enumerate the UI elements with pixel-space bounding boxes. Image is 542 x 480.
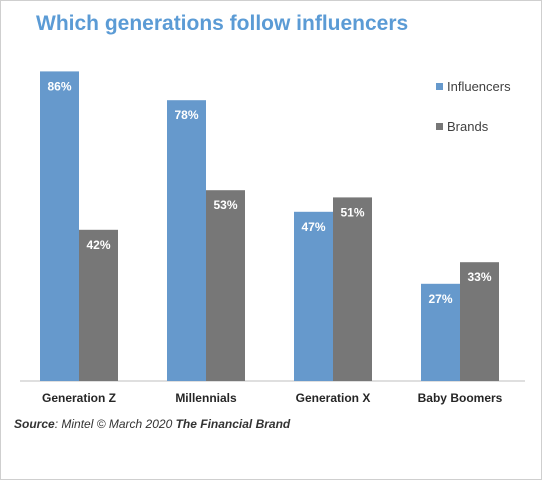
source-brand: The Financial Brand [175, 417, 291, 431]
category-label-baby-boomers: Baby Boomers [418, 391, 503, 405]
bar-influencers-millennials [167, 100, 206, 381]
bar-influencers-baby-boomers [421, 283, 460, 381]
legend-label-brands: Brands [447, 119, 489, 134]
legend-swatch-influencers [436, 83, 443, 90]
source-label: Source [14, 417, 55, 431]
bar-brands-millennials [206, 190, 245, 381]
legend-swatch-brands [436, 123, 443, 130]
category-label-millennials: Millennials [175, 391, 237, 405]
source-note: Source: Mintel © March 2020 The Financia… [14, 417, 290, 431]
bar-influencers-generation-z [40, 71, 79, 382]
data-label-influencers-generation-z: 86% [47, 79, 71, 93]
bar-brands-generation-z [79, 229, 118, 381]
chart-title: Which generations follow influencers [36, 12, 409, 35]
legend-label-influencers: Influencers [447, 79, 511, 94]
category-label-generation-x: Generation X [296, 391, 371, 405]
data-label-influencers-millennials: 78% [174, 108, 198, 122]
source-text: : Mintel © March 2020 [54, 417, 176, 431]
bar-influencers-generation-x [294, 211, 333, 381]
data-label-brands-baby-boomers: 33% [467, 270, 491, 284]
data-label-brands-generation-z: 42% [86, 238, 110, 252]
bar-brands-baby-boomers [460, 262, 499, 381]
bar-brands-generation-x [333, 197, 372, 381]
category-label-generation-z: Generation Z [42, 391, 116, 405]
data-label-brands-millennials: 53% [213, 198, 237, 212]
data-label-influencers-baby-boomers: 27% [428, 292, 452, 306]
data-label-influencers-generation-x: 47% [301, 220, 325, 234]
data-label-brands-generation-x: 51% [340, 205, 364, 219]
